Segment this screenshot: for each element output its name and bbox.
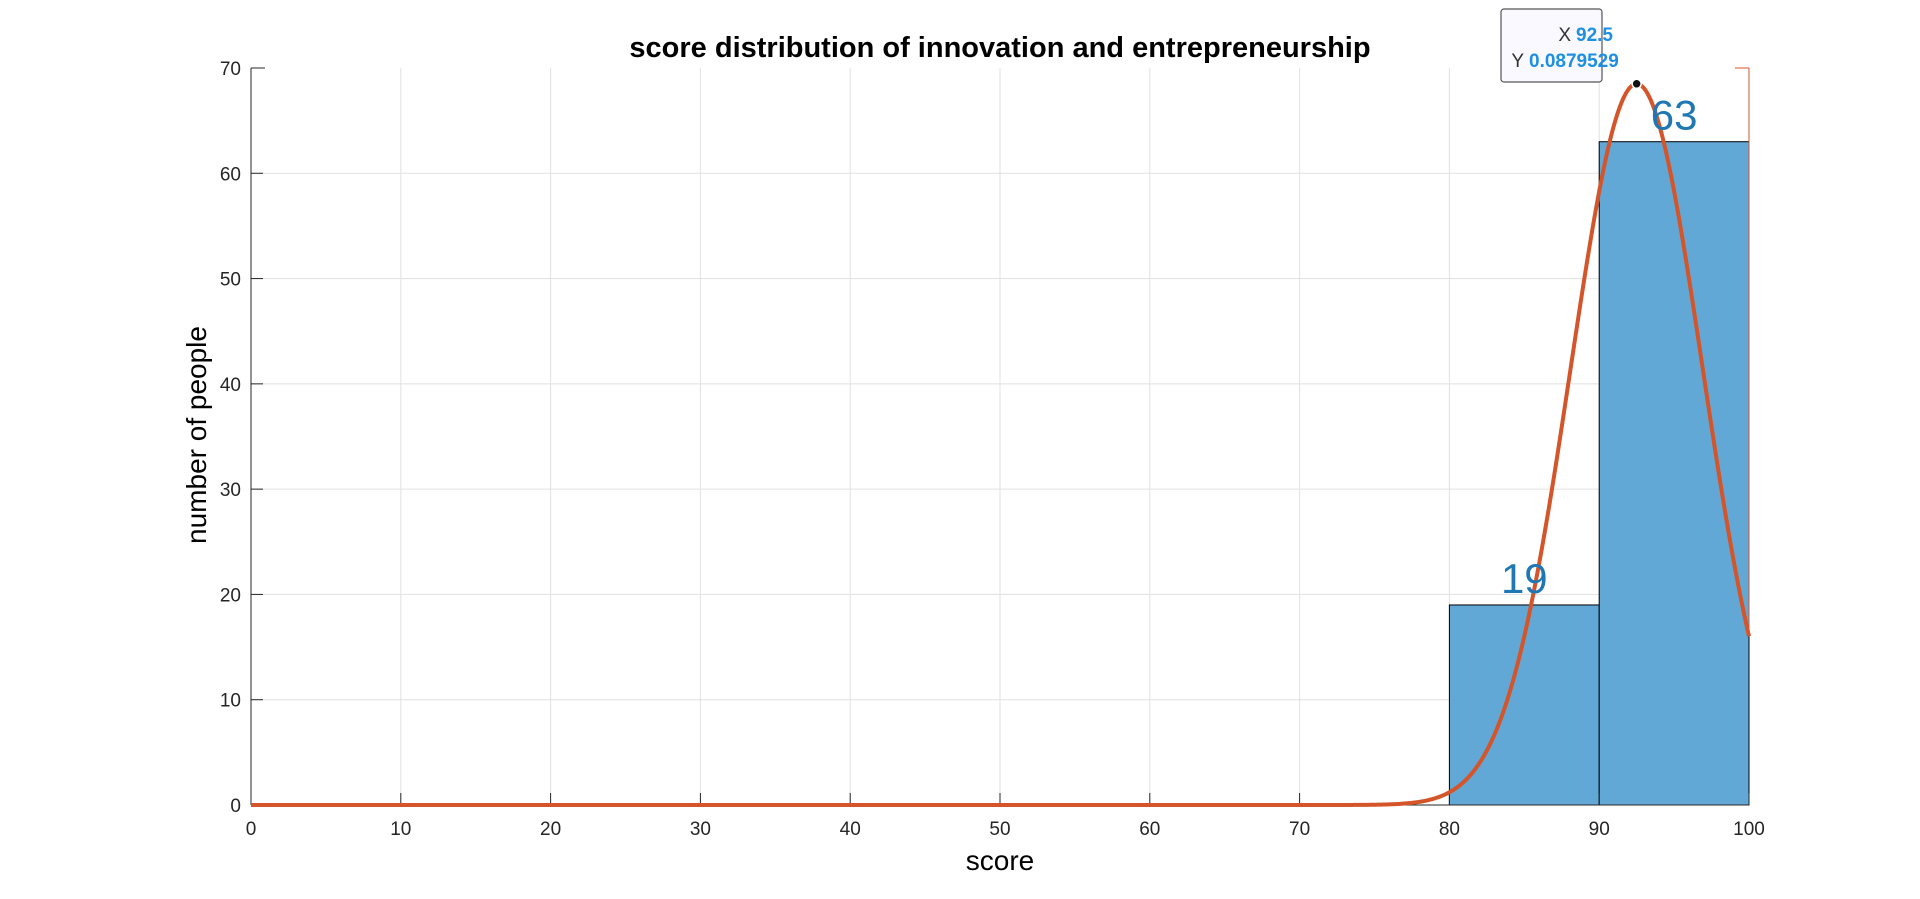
chart-title: score distribution of innovation and ent… [629,32,1370,64]
x-tick-label: 90 [1589,819,1610,840]
x-tick-label: 60 [1139,819,1160,840]
bar-value-label: 19 [1501,555,1548,602]
histogram-bar [1598,141,1750,806]
y-tick-label: 50 [220,270,241,291]
fit-curve-group [251,81,1751,807]
x-tick-label: 20 [540,819,561,840]
datatip-x-value: 92.5 [1576,25,1613,46]
y-tick-label: 20 [220,585,241,606]
bar-value-label: 63 [1651,92,1698,139]
y-axis-title: number of people [181,326,212,544]
x-tick-label: 80 [1439,819,1460,840]
datatip-y-value: 0.0879529 [1529,51,1619,72]
datatip-point [1631,78,1642,90]
x-tick-label: 10 [390,819,411,840]
bars [1448,141,1750,806]
x-tick-label: 100 [1733,819,1765,840]
y-tick-label: 10 [220,691,241,712]
x-tick-label: 50 [989,819,1010,840]
y-tick-label: 0 [230,796,241,817]
datatip[interactable]: X 92.5 Y 0.0879529 [1500,8,1619,83]
x-axis-title: score [966,845,1034,876]
y-tick-label: 40 [220,375,241,396]
tick-labels: 0 10 20 30 40 50 60 70 80 90 100 0 10 20 30 40 50 60 70 [220,59,1765,840]
datatip-y-key: Y [1511,51,1524,72]
x-tick-label: 70 [1289,819,1310,840]
y-tick-label: 30 [220,480,241,501]
normal-fit-curve [251,81,1751,807]
datatip-marker [1631,67,1750,637]
x-tick-label: 40 [840,819,861,840]
y-tick-label: 60 [220,164,241,185]
y-tick-label: 70 [220,59,241,80]
x-tick-label: 0 [246,819,257,840]
datatip-box [1500,8,1603,83]
datatip-x-key: X [1558,25,1571,46]
x-tick-label: 30 [690,819,711,840]
